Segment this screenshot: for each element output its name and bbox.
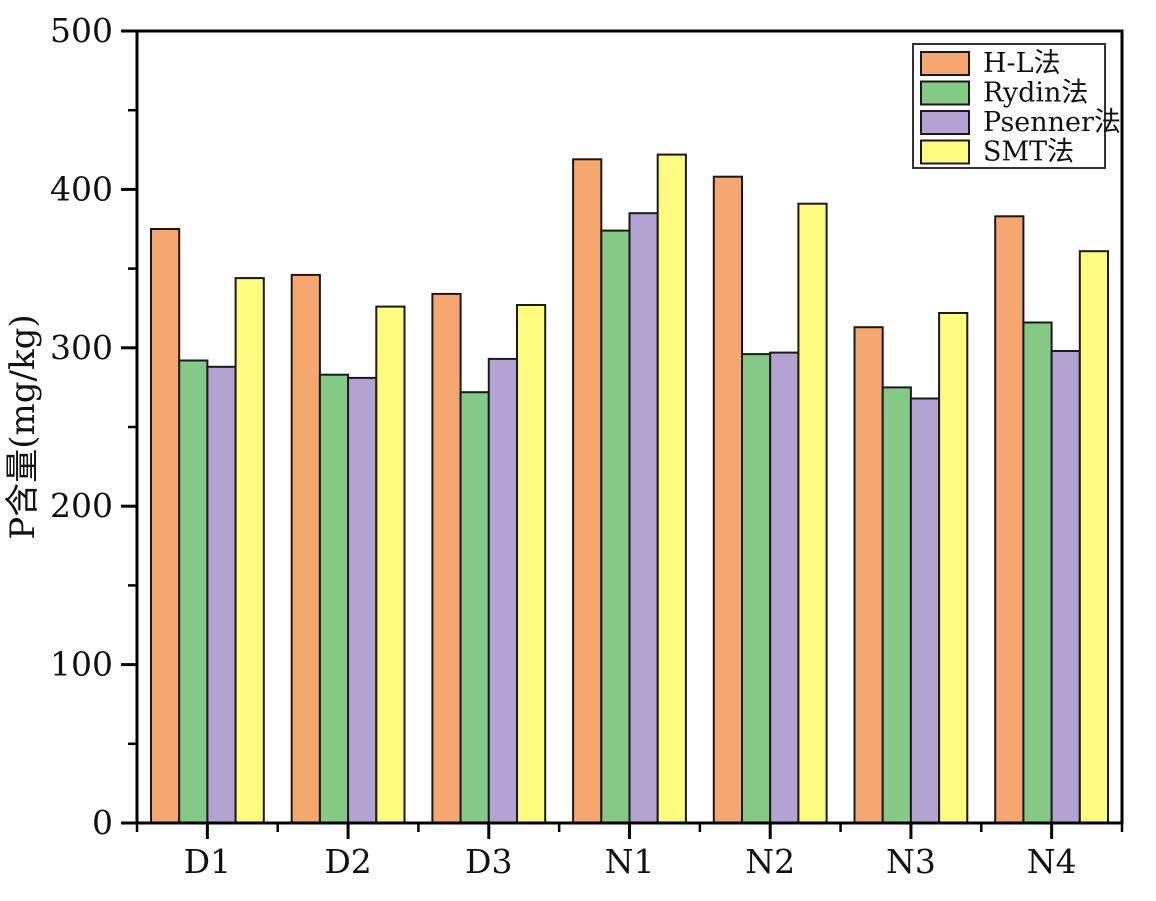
- y-tick-label: 0: [92, 803, 113, 842]
- bar-N1-series-2: [628, 212, 659, 824]
- legend-swatch-series-3: [920, 139, 970, 165]
- bar-N3-series-2: [909, 397, 941, 824]
- x-tick-label: N3: [886, 842, 936, 881]
- x-tick-label: N4: [1027, 842, 1077, 881]
- bar-D1-series-1: [178, 359, 209, 824]
- y-tick-label: 200: [50, 486, 113, 525]
- bar-D1-series-3: [234, 277, 265, 825]
- bar-N3-series-3: [938, 312, 969, 824]
- legend-swatch-series-0: [920, 51, 970, 76]
- x-tick-label: N1: [605, 842, 655, 881]
- bar-D3-series-2: [487, 357, 518, 824]
- bar-D2-series-0: [290, 273, 321, 824]
- legend-label-series-1: Rydin法: [983, 78, 1088, 109]
- y-tick-label: 500: [50, 11, 113, 50]
- y-tick-label: 300: [50, 328, 113, 367]
- bar-D1-series-0: [150, 228, 181, 824]
- bar-N2-series-3: [797, 202, 828, 824]
- x-tick-label: N2: [745, 842, 795, 881]
- bar-N1-series-0: [572, 158, 603, 825]
- legend-swatch-series-2: [920, 110, 970, 135]
- legend-label-series-3: SMT法: [983, 137, 1074, 168]
- legend-label-series-0: H-L法: [983, 48, 1061, 79]
- bar-N2-series-1: [741, 353, 772, 824]
- bar-N1-series-3: [656, 153, 687, 825]
- bar-N4-series-3: [1078, 250, 1110, 824]
- bar-N4-series-2: [1050, 350, 1081, 824]
- bar-D2-series-3: [375, 305, 406, 825]
- x-tick-label: D2: [324, 842, 371, 881]
- bar-D3-series-1: [459, 391, 490, 824]
- bar-N4-series-1: [1022, 321, 1053, 824]
- bar-N1-series-1: [600, 229, 631, 825]
- bar-D2-series-1: [318, 373, 350, 824]
- legend-label-series-2: Psenner法: [983, 107, 1121, 138]
- x-tick-label: D1: [184, 842, 231, 881]
- y-axis-title: P含量(mg/kg): [3, 314, 43, 539]
- bar-D3-series-0: [431, 292, 462, 824]
- bar-N2-series-2: [769, 351, 800, 824]
- bar-N3-series-0: [853, 326, 884, 824]
- bar-N4-series-0: [994, 215, 1025, 825]
- bar-N2-series-0: [712, 175, 743, 824]
- bar-D2-series-2: [347, 376, 378, 824]
- x-tick-label: D3: [465, 842, 512, 881]
- y-tick-label: 400: [50, 169, 113, 208]
- bar-D1-series-2: [206, 365, 237, 824]
- y-tick-label: 100: [50, 645, 113, 684]
- bar-D3-series-3: [516, 304, 547, 824]
- bar-N3-series-1: [881, 386, 912, 824]
- legend-swatch-series-1: [920, 80, 970, 106]
